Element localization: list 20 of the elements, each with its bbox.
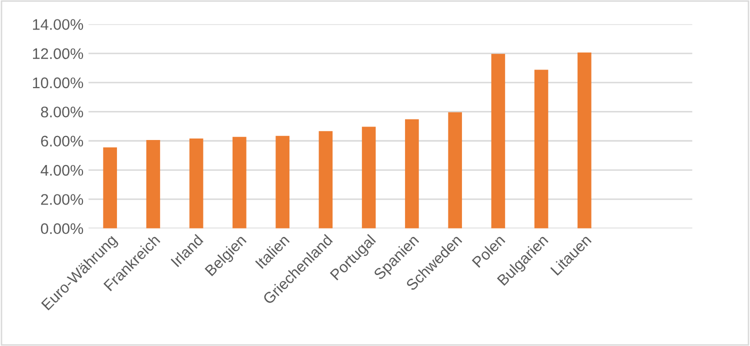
y-tick-label: 2.00%	[41, 194, 84, 205]
bar	[491, 54, 506, 228]
bar	[405, 119, 419, 228]
bar	[318, 131, 333, 228]
bar	[578, 52, 592, 228]
bar	[103, 147, 117, 228]
bar	[448, 112, 462, 228]
y-tick-label: 14.00%	[32, 19, 84, 30]
bar	[276, 136, 290, 228]
y-tick-label: 4.00%	[40, 164, 84, 176]
y-tick-label: 8.00%	[40, 106, 84, 118]
bar	[146, 140, 160, 228]
y-tick-label: 10.00%	[32, 77, 84, 88]
bar	[534, 70, 548, 228]
y-tick-label: 12.00%	[32, 48, 84, 60]
y-tick-label: 0.00%	[40, 223, 84, 234]
bar	[232, 136, 246, 228]
bar	[189, 138, 204, 228]
bar	[362, 126, 376, 228]
y-tick-label: 6.00%	[41, 136, 84, 147]
